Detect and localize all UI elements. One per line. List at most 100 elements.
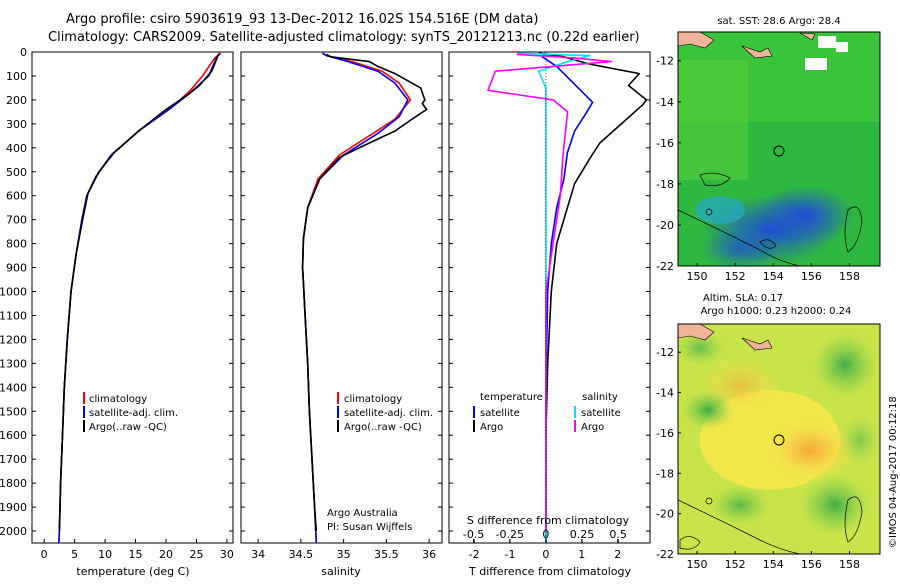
series-salinity-1 xyxy=(301,52,409,544)
lon-tick-label: 154 xyxy=(763,558,784,571)
tdiff-x-tick-label: 2 xyxy=(614,548,621,561)
depth-tick-label: 500 xyxy=(6,166,27,179)
temperature-x-tick-label: 10 xyxy=(98,548,112,561)
temperature-x-tick-label: 25 xyxy=(189,548,203,561)
depth-tick-label: 0 xyxy=(20,46,27,59)
series-sdiff-1 xyxy=(487,53,612,531)
sla-argo-location xyxy=(773,434,785,446)
temperature-legend: climatology satellite-adj. clim. Argo(..… xyxy=(83,392,178,433)
profile-curves xyxy=(58,52,648,544)
temperature-x-tick-label: 30 xyxy=(220,548,234,561)
series-temperature-1 xyxy=(58,52,221,544)
temperature-x-tick-label: 0 xyxy=(41,548,48,561)
series-salinity-0 xyxy=(301,52,412,544)
depth-tick-label: 1100 xyxy=(0,309,27,322)
lat-tick-label: -16 xyxy=(656,137,674,150)
depth-tick-label: 1300 xyxy=(0,357,27,370)
lon-tick-label: 152 xyxy=(725,270,746,283)
lat-tick-label: -20 xyxy=(656,508,674,521)
salinity-x-tick-label: 36 xyxy=(422,548,436,561)
depth-tick-label: 300 xyxy=(6,118,27,131)
difference-legend-t-satellite: satellite xyxy=(480,408,520,419)
difference-legend-temp-title: temperature xyxy=(480,392,543,403)
difference-panel xyxy=(448,51,651,544)
series-sdiff-0 xyxy=(516,52,591,543)
salinity-legend: climatology satellite-adj. clim. Argo(..… xyxy=(327,392,433,533)
watermark: ©IMOS 04-Aug-2017 00:12:18 xyxy=(888,396,899,548)
sst-argo-location xyxy=(773,145,785,157)
depth-tick-label: 1600 xyxy=(0,429,27,442)
salinity-xlabel: salinity xyxy=(321,565,361,578)
lat-tick-label: -22 xyxy=(656,548,674,561)
lon-tick-label: 150 xyxy=(687,270,708,283)
salinity-legend-satellite: satellite-adj. clim. xyxy=(344,408,433,419)
lat-tick-label: -12 xyxy=(656,346,674,359)
salinity-x-tick-label: 34 xyxy=(251,548,265,561)
header-line2: Climatology: CARS2009. Satellite-adjuste… xyxy=(48,30,640,45)
depth-tick-label: 600 xyxy=(6,190,27,203)
lat-tick-label: -16 xyxy=(656,427,674,440)
difference-legend-sal-title: salinity xyxy=(582,392,618,403)
lat-tick-label: -12 xyxy=(656,55,674,68)
tdiff-x-tick-label: 1 xyxy=(578,548,585,561)
sdiff-x-tick-label: -0.5 xyxy=(463,528,484,541)
depth-tick-label: 400 xyxy=(6,142,27,155)
sla-map-axes: -12 -14 -16 -18 -20 -22 150 152 154 156 158 xyxy=(656,346,860,571)
lon-tick-label: 156 xyxy=(801,270,822,283)
depth-tick-label: 100 xyxy=(6,70,27,83)
depth-tick-label: 1400 xyxy=(0,381,27,394)
salinity-legend-climatology: climatology xyxy=(344,394,402,405)
difference-xlabel-top: S difference from climatology xyxy=(467,514,630,527)
depth-tick-label: 2000 xyxy=(0,525,27,538)
sdiff-x-tick-label: 0.25 xyxy=(570,528,595,541)
series-tdiff-0 xyxy=(541,52,594,543)
sst-map-axes: -12 -14 -16 -18 -20 -22 150 152 154 156 158 xyxy=(656,55,860,283)
sst-map-title: sat. SST: 28.6 Argo: 28.4 xyxy=(717,16,840,27)
series-salinity-2 xyxy=(301,53,428,532)
lat-tick-label: -14 xyxy=(656,387,674,400)
depth-tick-label: 1200 xyxy=(0,333,27,346)
depth-tick-label: 1500 xyxy=(0,405,27,418)
sst-map xyxy=(678,32,880,266)
x-axes: 0 5 10 15 20 25 30 34 34.5 35 35.5 36 -2 -1 0 1 2 -0.5 -0.… xyxy=(41,528,627,561)
lon-tick-label: 152 xyxy=(725,558,746,571)
difference-xlabel-bottom: T difference from climatology xyxy=(468,565,631,578)
lat-tick-label: -20 xyxy=(656,219,674,232)
tdiff-x-tick-label: 0 xyxy=(542,548,549,561)
sdiff-x-tick-label: 0 xyxy=(542,528,549,541)
difference-legend-s-satellite: satellite xyxy=(581,408,621,419)
depth-tick-label: 1000 xyxy=(0,286,27,299)
temperature-x-tick-label: 15 xyxy=(129,548,143,561)
lat-tick-label: -18 xyxy=(656,467,674,480)
sdiff-x-tick-label: -0.25 xyxy=(495,528,523,541)
tdiff-x-tick-label: -1 xyxy=(505,548,516,561)
temperature-xlabel: temperature (deg C) xyxy=(76,565,189,578)
salinity-panel xyxy=(240,51,443,544)
sdiff-x-tick-label: 0.5 xyxy=(609,528,627,541)
temperature-x-tick-label: 20 xyxy=(159,548,173,561)
lon-tick-label: 158 xyxy=(839,270,860,283)
sla-map xyxy=(678,324,880,554)
depth-tick-label: 200 xyxy=(6,94,27,107)
lat-tick-label: -14 xyxy=(656,96,674,109)
lon-tick-label: 150 xyxy=(687,558,708,571)
difference-legend-t-argo: Argo xyxy=(480,422,503,433)
lat-tick-label: -22 xyxy=(656,260,674,273)
tdiff-x-tick-label: -2 xyxy=(469,548,480,561)
sla-map-title-2: Argo h1000: 0.23 h2000: 0.24 xyxy=(701,306,852,317)
sla-map-title-1: Altim. SLA: 0.17 xyxy=(703,293,783,304)
temperature-legend-satellite: satellite-adj. clim. xyxy=(89,408,178,419)
difference-legend-s-argo: Argo xyxy=(581,422,604,433)
series-tdiff-1 xyxy=(538,52,648,531)
lon-tick-label: 158 xyxy=(839,558,860,571)
series-temperature-2 xyxy=(58,54,220,532)
temperature-legend-argo: Argo(..raw -QC) xyxy=(89,422,167,433)
depth-axis: 0 100 200 300 400 500 600 700 800 900 1000 1100 1200… xyxy=(0,46,650,538)
lat-tick-label: -18 xyxy=(656,178,674,191)
salinity-legend-argo: Argo(..raw -QC) xyxy=(344,422,422,433)
salinity-x-tick-label: 35 xyxy=(337,548,351,561)
temperature-x-tick-label: 5 xyxy=(71,548,78,561)
depth-tick-label: 1900 xyxy=(0,501,27,514)
header-line1: Argo profile: csiro 5903619_93 13-Dec-20… xyxy=(66,12,538,27)
